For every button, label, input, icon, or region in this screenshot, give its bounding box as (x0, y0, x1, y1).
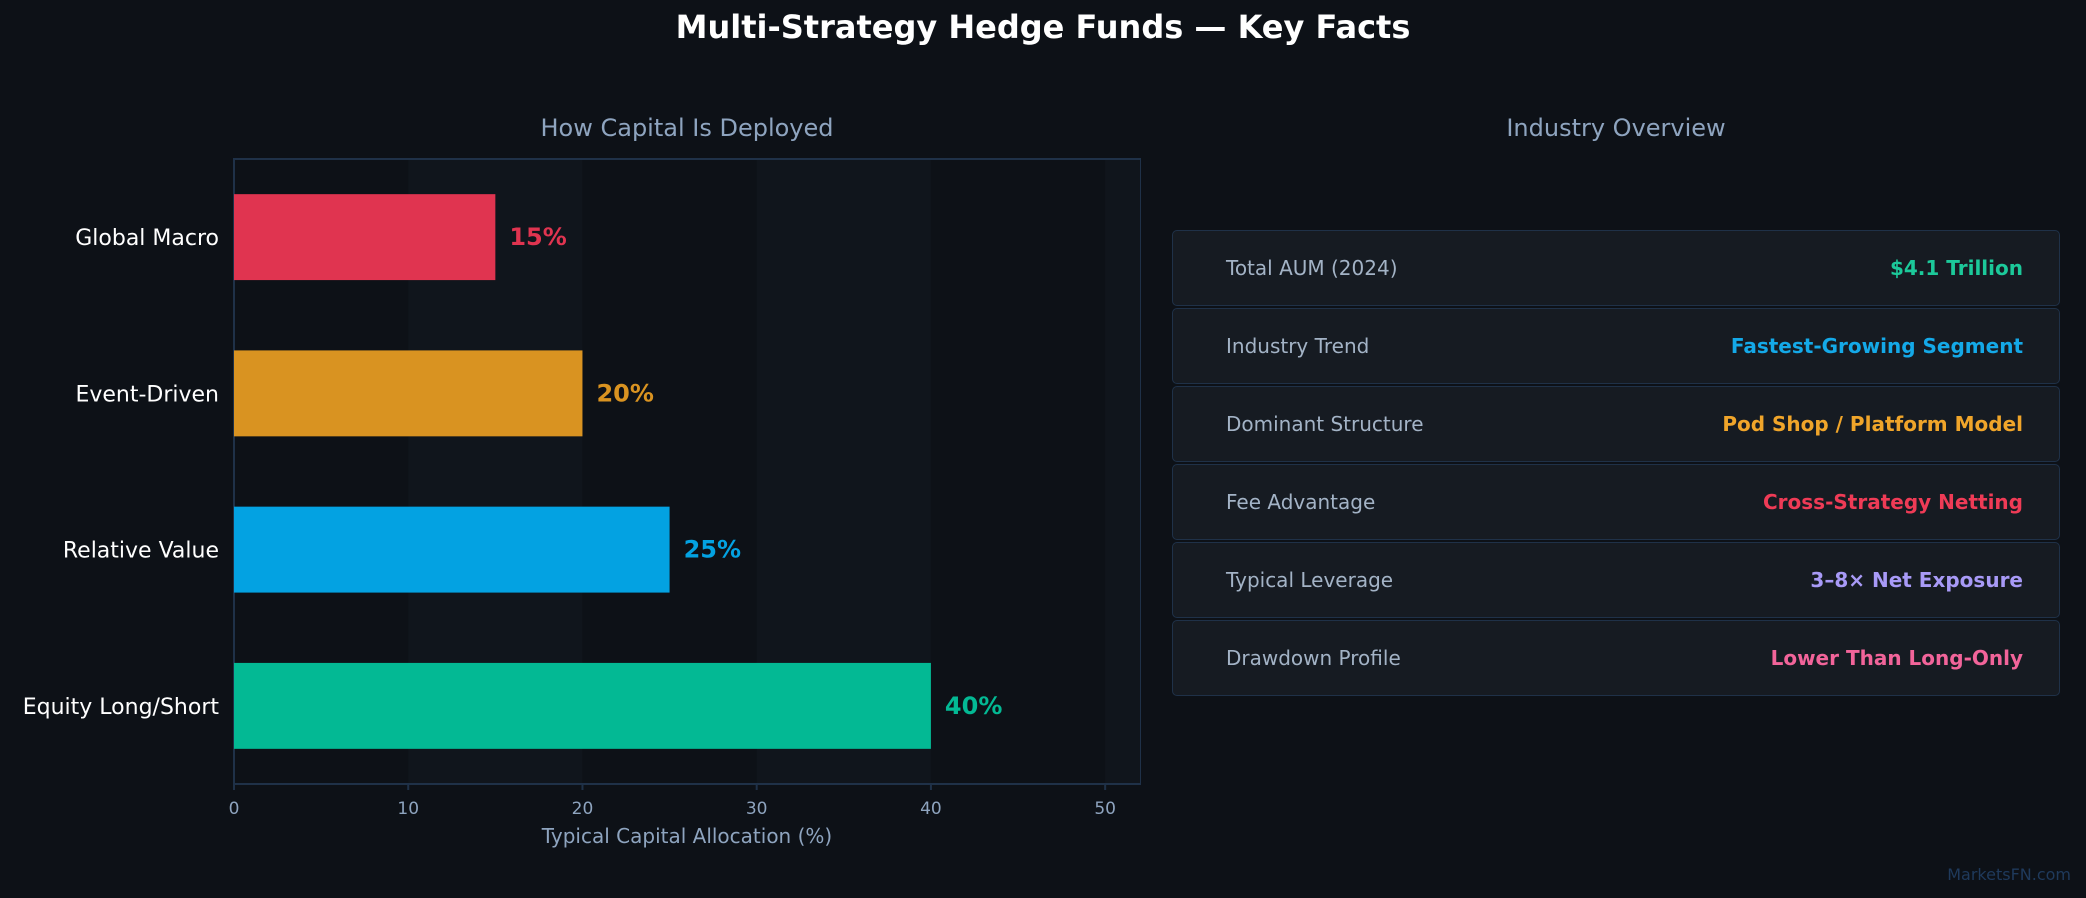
category-label: Global Macro (75, 226, 219, 251)
grid-band (1105, 160, 1140, 783)
watermark: MarketsFN.com (1947, 865, 2071, 884)
page-title: Multi-Strategy Hedge Funds — Key Facts (675, 8, 1411, 46)
fact-row: Total AUM (2024) $4.1 Trillion (1172, 230, 2060, 306)
data-label: 15% (509, 223, 566, 251)
data-label: 25% (684, 536, 741, 564)
fact-value: Pod Shop / Platform Model (1722, 412, 2023, 436)
bar-global-macro (234, 194, 496, 281)
data-label: 20% (596, 379, 653, 407)
fact-row: Drawdown Profile Lower Than Long-Only (1172, 620, 2060, 696)
x-tick-label: 40 (920, 799, 942, 819)
fact-label: Industry Trend (1226, 334, 1370, 358)
fact-value: Fastest-Growing Segment (1730, 334, 2023, 358)
fact-row: Dominant Structure Pod Shop / Platform Mo… (1172, 386, 2060, 462)
category-label: Equity Long/Short (23, 695, 220, 720)
fact-label: Total AUM (2024) (1226, 256, 1398, 280)
overview-title: Industry Overview (1506, 114, 1726, 142)
category-label: Relative Value (63, 539, 219, 564)
fact-value: 3–8× Net Exposure (1810, 568, 2023, 592)
bar-event-driven (234, 350, 583, 437)
bar-equity-long-short (234, 662, 931, 749)
fact-label: Drawdown Profile (1226, 646, 1401, 670)
fact-label: Dominant Structure (1226, 412, 1424, 436)
fact-row: Industry Trend Fastest-Growing Segment (1172, 308, 2060, 384)
fact-value: Lower Than Long-Only (1770, 646, 2023, 670)
x-tick-label: 10 (397, 799, 419, 819)
x-tick-label: 30 (746, 799, 768, 819)
fact-label: Typical Leverage (1226, 568, 1394, 592)
fact-label: Fee Advantage (1226, 490, 1376, 514)
fact-value: $4.1 Trillion (1889, 256, 2023, 280)
fact-row: Fee Advantage Cross-Strategy Netting (1172, 464, 2060, 540)
overview-panel: Total AUM (2024) $4.1 Trillion Industry Tr… (1172, 230, 2060, 698)
x-tick-label: 50 (1094, 799, 1116, 819)
chart-title: How Capital Is Deployed (540, 114, 834, 142)
bar-relative-value (234, 506, 670, 593)
category-label: Event-Driven (75, 382, 219, 407)
x-axis-label: Typical Capital Allocation (%) (541, 824, 832, 848)
x-tick-label: 0 (229, 799, 240, 819)
x-tick-label: 20 (572, 799, 594, 819)
data-label: 40% (945, 692, 1002, 720)
fact-value: Cross-Strategy Netting (1763, 490, 2023, 514)
fact-row: Typical Leverage 3–8× Net Exposure (1172, 542, 2060, 618)
